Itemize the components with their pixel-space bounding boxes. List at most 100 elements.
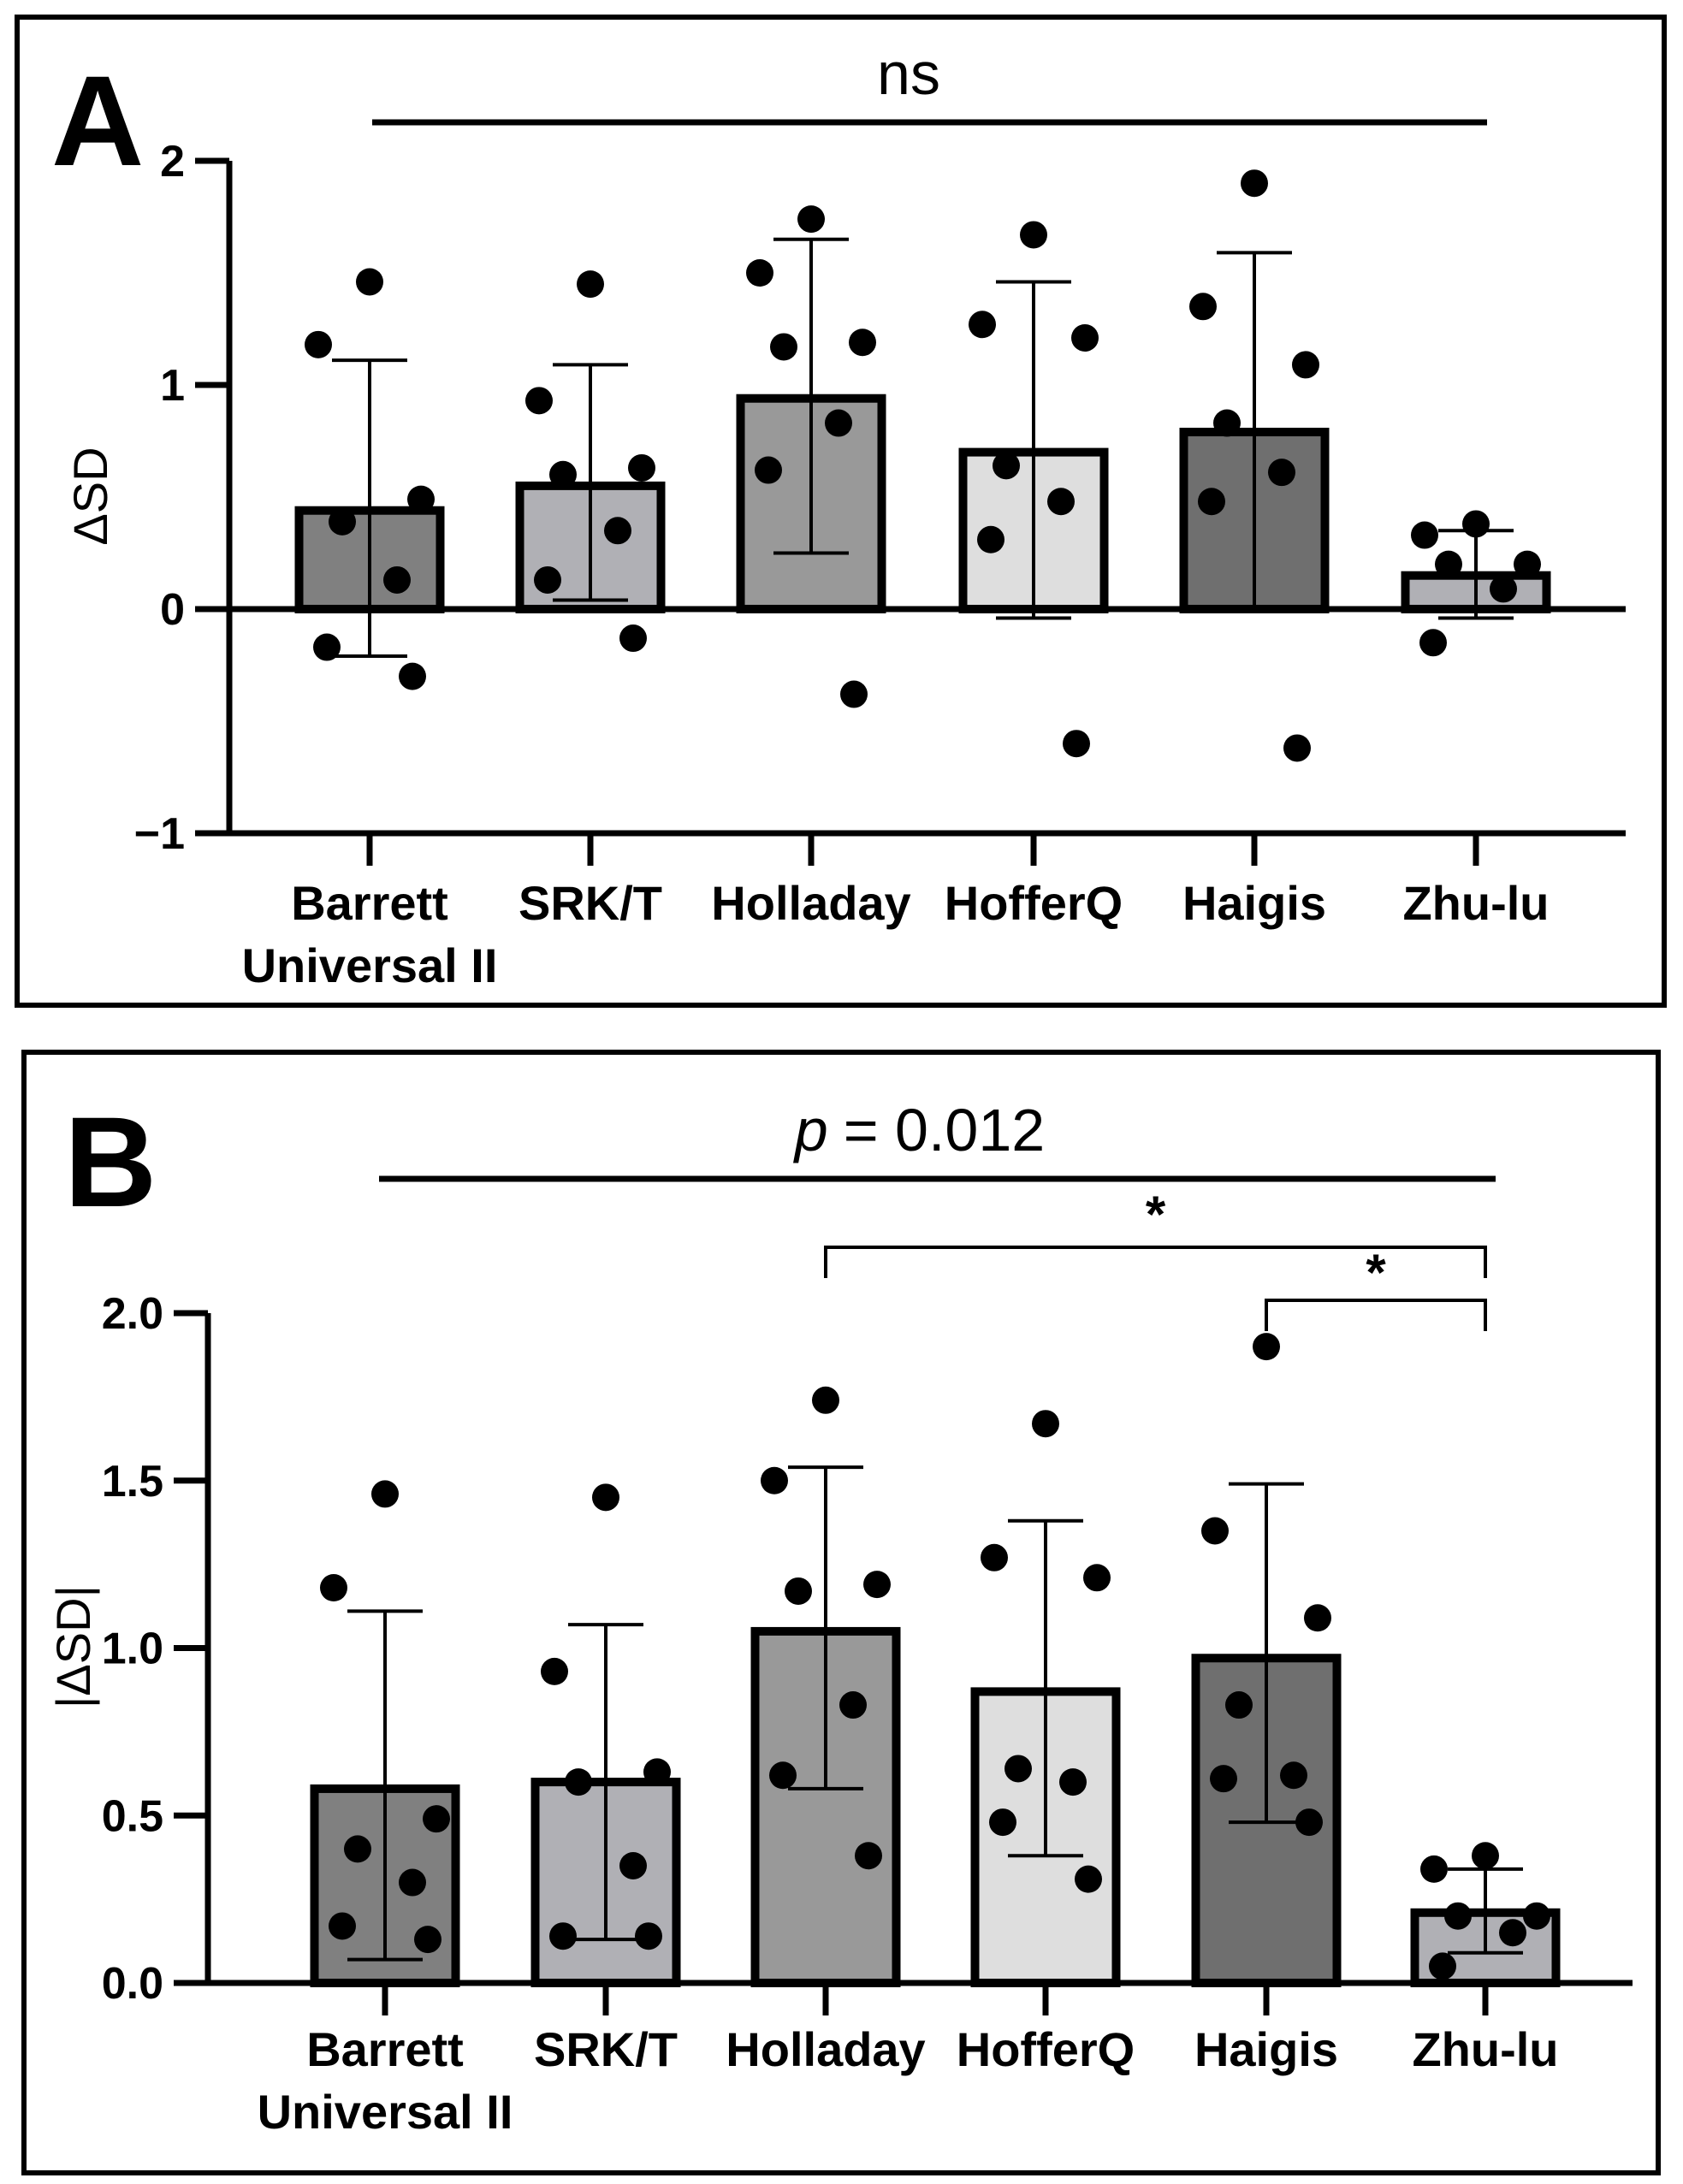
panel-b-point-5-6 bbox=[1210, 1765, 1237, 1793]
panel-b-point-4-2 bbox=[981, 1543, 1008, 1571]
panel-a-category-label-5: Haigis bbox=[1182, 876, 1326, 930]
panel-b-point-1-1 bbox=[371, 1480, 399, 1508]
panel-a-point-3-7 bbox=[840, 680, 868, 708]
panel-a-point-1-5 bbox=[383, 565, 411, 594]
panel-a-point-1-4 bbox=[329, 507, 356, 536]
panel-b-point-1-5 bbox=[399, 1868, 426, 1897]
panel-a: A ns ΔSD −1 0 1 2 Barrett Universal II SRK/T Ho… bbox=[15, 15, 1667, 1008]
panel-b-point-6-4 bbox=[1444, 1902, 1472, 1930]
panel-b-category-label-1-line-2: Universal II bbox=[258, 2085, 513, 2139]
panel-a-point-2-7 bbox=[619, 624, 647, 653]
panel-a-ylabel: ΔSD bbox=[63, 447, 117, 545]
panel-b-point-2-1 bbox=[592, 1483, 619, 1512]
panel-a-point-6-6 bbox=[1419, 629, 1447, 657]
panel-b-point-4-4 bbox=[1004, 1755, 1032, 1783]
panel-b-point-2-5 bbox=[619, 1851, 647, 1879]
panel-b-point-2-6 bbox=[549, 1922, 577, 1950]
panel-b-comparison-star-2: * bbox=[1366, 1244, 1386, 1301]
panel-b-point-3-5 bbox=[839, 1691, 867, 1719]
panel-b-point-6-6 bbox=[1429, 1952, 1456, 1980]
panel-b-category-label-3: Holladay bbox=[726, 2022, 925, 2076]
panel-a-y-tick-label-1: −1 bbox=[134, 809, 185, 859]
panel-b-point-5-3 bbox=[1304, 1604, 1331, 1632]
panel-a-category-label-1-line-1: Barrett bbox=[291, 876, 448, 930]
panel-b-point-5-4 bbox=[1225, 1691, 1253, 1719]
panel-a-significance: ns bbox=[877, 40, 940, 107]
svg-text:p= 0.012: p = 0.012 bbox=[793, 1097, 1045, 1163]
panel-a-point-4-2 bbox=[969, 311, 996, 339]
panel-a-category-label-1-line-2: Universal II bbox=[242, 938, 498, 992]
panel-b-point-1-4 bbox=[344, 1835, 371, 1863]
panel-b-y-tick-label-1: 0.0 bbox=[102, 1959, 163, 2009]
panel-b-point-2-2 bbox=[541, 1657, 568, 1685]
panel-a-point-2-2 bbox=[525, 387, 553, 415]
panel-b-point-4-3 bbox=[1083, 1564, 1111, 1592]
panel-a-point-2-4 bbox=[549, 460, 577, 488]
panel-b-point-3-4 bbox=[785, 1577, 812, 1605]
panel-a-point-4-5 bbox=[1047, 488, 1075, 516]
panel-a-point-4-7 bbox=[1063, 730, 1090, 758]
panel-a-point-4-3 bbox=[1071, 323, 1099, 352]
panel-a-point-6-4 bbox=[1435, 550, 1462, 578]
panel-a-point-1-3 bbox=[407, 485, 435, 513]
panel-b-point-3-7 bbox=[855, 1842, 882, 1870]
panel-a-point-6-3 bbox=[1514, 550, 1541, 578]
panel-b-point-4-7 bbox=[1075, 1865, 1102, 1893]
panel-a-point-1-2 bbox=[305, 330, 332, 358]
panel-b-y-tick-label-3: 1.0 bbox=[102, 1625, 163, 1674]
panel-a-point-6-5 bbox=[1490, 575, 1517, 603]
panel-b-point-1-7 bbox=[414, 1926, 441, 1954]
panel-a-y-tick-label-3: 1 bbox=[160, 361, 185, 411]
panel-a-point-1-6 bbox=[313, 633, 341, 661]
panel-b-point-3-1 bbox=[812, 1386, 839, 1414]
panel-b-point-5-2 bbox=[1201, 1517, 1229, 1545]
panel-b-point-2-4 bbox=[565, 1768, 592, 1796]
panel-b-point-1-6 bbox=[329, 1912, 356, 1940]
panel-b-letter: B bbox=[64, 1090, 157, 1234]
panel-b-point-6-2 bbox=[1420, 1855, 1448, 1883]
panel-a-point-3-5 bbox=[825, 409, 852, 437]
panel-b-point-4-5 bbox=[1059, 1768, 1087, 1796]
panel-a-point-1-7 bbox=[399, 662, 426, 690]
panel-b-y-tick-label-2: 0.5 bbox=[102, 1791, 163, 1841]
panel-b-frame bbox=[21, 1050, 1661, 2175]
panel-b-category-label-5: Haigis bbox=[1194, 2022, 1338, 2076]
panel-b-comparison-bracket-1 bbox=[824, 1246, 1487, 1278]
panel-a-y-tick-label-4: 2 bbox=[160, 137, 185, 186]
panel-b-point-6-1 bbox=[1472, 1842, 1499, 1870]
panel-a-point-2-1 bbox=[577, 270, 604, 299]
panel-b-comparison-star-1: * bbox=[1146, 1186, 1166, 1243]
panel-b-category-label-2: SRK/T bbox=[534, 2022, 678, 2076]
panel-b-point-3-3 bbox=[863, 1571, 891, 1599]
panel-a-point-5-1 bbox=[1241, 169, 1268, 198]
panel-a-point-5-3 bbox=[1292, 351, 1319, 379]
panel-b-point-3-6 bbox=[769, 1761, 797, 1790]
panel-a-point-4-1 bbox=[1020, 221, 1047, 249]
panel-a-category-label-6: Zhu-lu bbox=[1402, 876, 1549, 930]
panel-a-point-3-2 bbox=[746, 259, 773, 287]
panel-b-point-1-3 bbox=[423, 1805, 450, 1833]
panel-a-frame bbox=[15, 15, 1667, 1008]
panel-a-letter: A bbox=[51, 49, 144, 192]
panel-a-point-1-1 bbox=[356, 268, 383, 296]
panel-a-point-3-4 bbox=[770, 333, 797, 361]
panel-b-point-2-3 bbox=[643, 1758, 671, 1786]
panel-b-significance-value: = 0.012 bbox=[844, 1097, 1046, 1163]
panel-a-point-5-2 bbox=[1189, 293, 1217, 321]
panel-b-point-1-2 bbox=[320, 1574, 347, 1602]
panel-a-category-label-2: SRK/T bbox=[519, 876, 662, 930]
panel-b: B p = 0.012 |ΔSD| * * 0.0 0.5 1.0 1.5 2.0 Barre… bbox=[21, 1050, 1661, 2175]
panel-a-point-4-4 bbox=[993, 452, 1020, 480]
panel-b-point-4-6 bbox=[989, 1808, 1016, 1837]
panel-b-point-6-5 bbox=[1499, 1919, 1526, 1947]
panel-b-point-6-3 bbox=[1523, 1902, 1550, 1930]
panel-a-category-label-4: HofferQ bbox=[945, 876, 1123, 930]
panel-b-significance-p: p bbox=[793, 1097, 828, 1163]
panel-b-point-5-1 bbox=[1253, 1333, 1280, 1361]
panel-a-point-6-2 bbox=[1411, 521, 1438, 549]
panel-b-category-label-6: Zhu-lu bbox=[1412, 2022, 1558, 2076]
panel-a-point-2-3 bbox=[628, 453, 655, 482]
panel-b-comparison-bracket-2 bbox=[1265, 1299, 1487, 1331]
panel-a-point-4-6 bbox=[977, 525, 1004, 553]
